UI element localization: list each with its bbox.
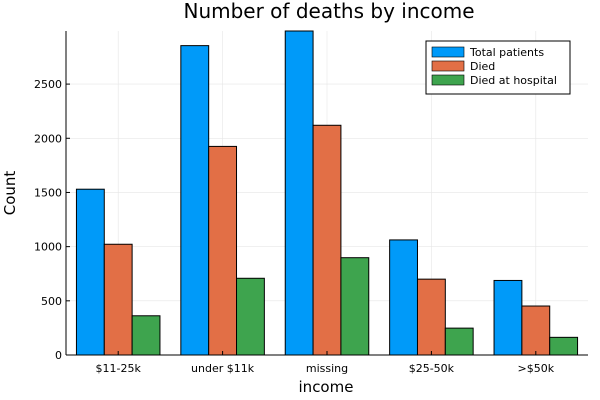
y-tick-label: 0 — [55, 349, 62, 362]
x-axis-label: income — [299, 378, 354, 396]
bar — [312, 124, 342, 356]
bar — [416, 278, 446, 356]
bar — [389, 239, 418, 356]
x-tick-label: $25-50k — [409, 362, 455, 375]
x-tick-label: missing — [306, 362, 348, 375]
y-tick-label: 1000 — [34, 241, 62, 254]
bar — [493, 279, 523, 356]
bar — [521, 305, 551, 356]
x-tick-label: $11-25k — [96, 362, 142, 375]
y-tick-label: 500 — [41, 295, 62, 308]
y-axis-label: Count — [1, 171, 19, 216]
bar — [103, 243, 133, 356]
legend-label: Died at hospital — [470, 74, 557, 87]
bar — [208, 145, 238, 356]
legend-swatch — [431, 46, 465, 58]
chart-title: Number of deaths by income — [183, 0, 474, 23]
y-tick-label: 1500 — [34, 186, 62, 199]
legend-label: Died — [470, 60, 495, 73]
legend-label: Total patients — [469, 46, 544, 59]
bar — [75, 188, 105, 356]
x-ticks: $11-25k under $11k missing $25-50k >$50k — [96, 351, 555, 375]
y-tick-label: 2500 — [34, 78, 62, 91]
legend-swatch — [431, 60, 465, 72]
bars — [75, 30, 579, 356]
legend-swatch — [431, 74, 465, 86]
x-tick-label: >$50k — [518, 362, 555, 375]
bar — [284, 30, 314, 356]
x-tick-label: under $11k — [191, 362, 255, 375]
y-tick-label: 2000 — [34, 132, 62, 145]
bar — [131, 315, 161, 356]
bar — [549, 336, 579, 356]
y-ticks: 0 500 1000 1500 2000 2500 — [34, 78, 70, 362]
bar — [236, 277, 265, 356]
bar — [180, 45, 210, 356]
bar — [340, 257, 370, 356]
bar — [444, 327, 474, 356]
